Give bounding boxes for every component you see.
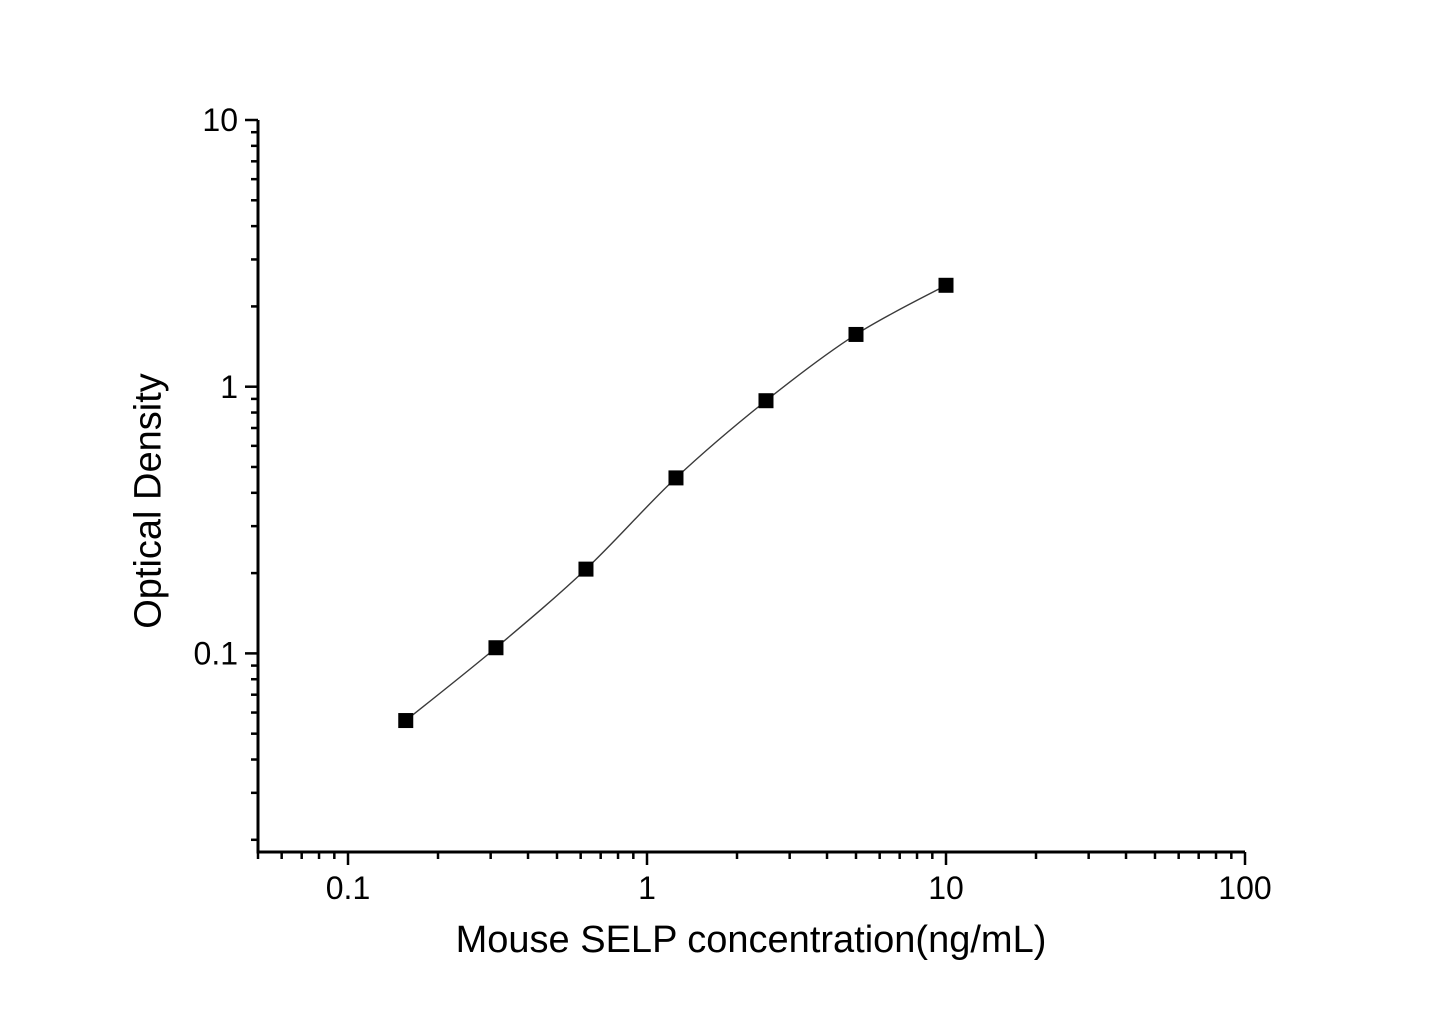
x-axis-title: Mouse SELP concentration(ng/mL) [456,919,1047,961]
data-point-marker [488,640,504,656]
y-axis-title: Optical Density [127,373,169,629]
data-point-marker [758,393,774,409]
x-tick-label: 100 [1218,870,1271,906]
curve-line [405,284,947,722]
data-point-marker [668,470,684,486]
y-tick-label: 10 [202,102,238,138]
data-point-marker [938,277,954,293]
x-tick-label: 10 [928,870,964,906]
y-tick-label: 1 [220,369,238,405]
data-point-marker [848,326,864,342]
plot-layer: 0.1 1 10 100 0.1 1 10 [194,102,1272,906]
x-tick-label: 1 [638,870,656,906]
x-tick-label: 0.1 [326,870,370,906]
y-tick-label: 0.1 [194,636,238,672]
data-point-marker [398,713,414,729]
data-point-marker [578,561,594,577]
